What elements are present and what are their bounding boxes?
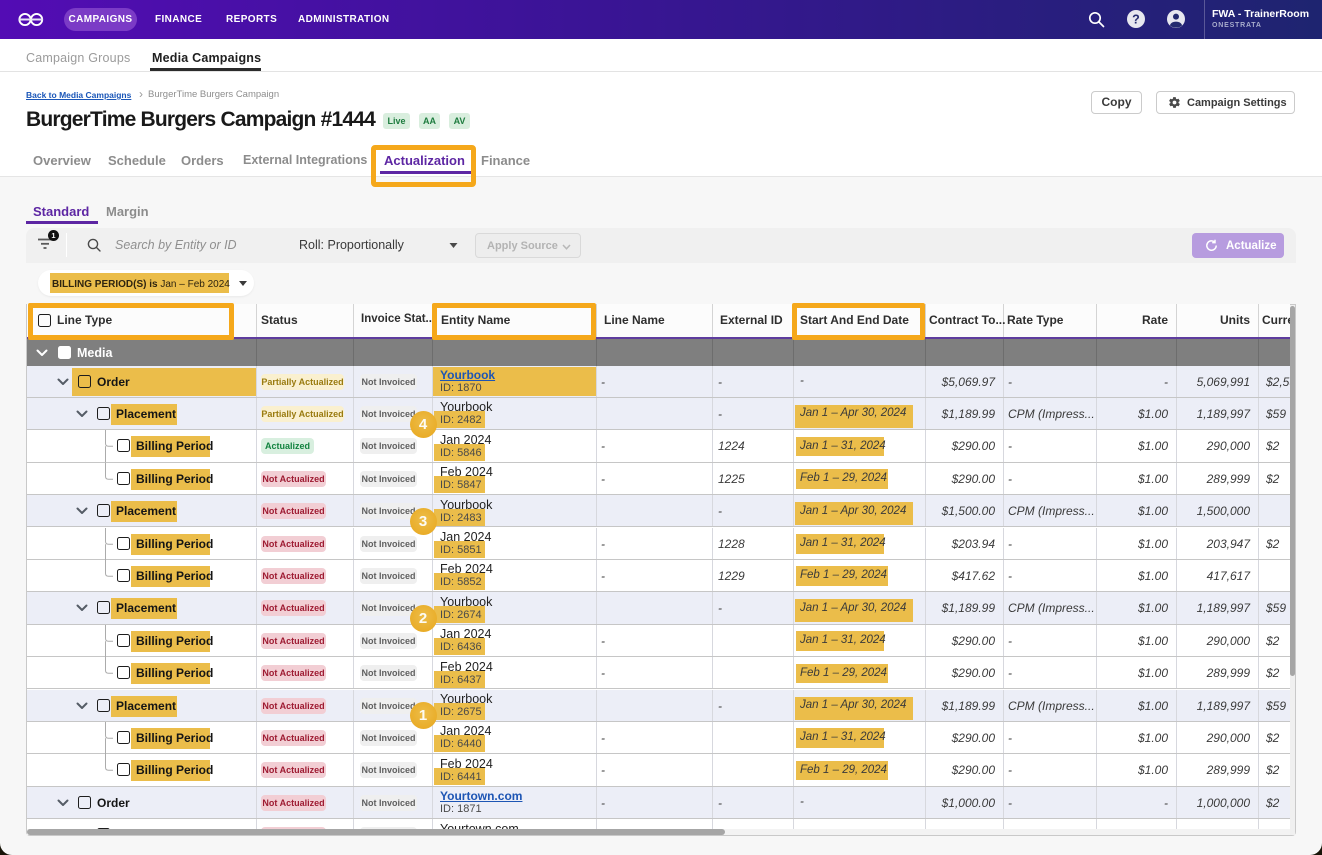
svg-text:?: ? <box>1132 12 1140 26</box>
